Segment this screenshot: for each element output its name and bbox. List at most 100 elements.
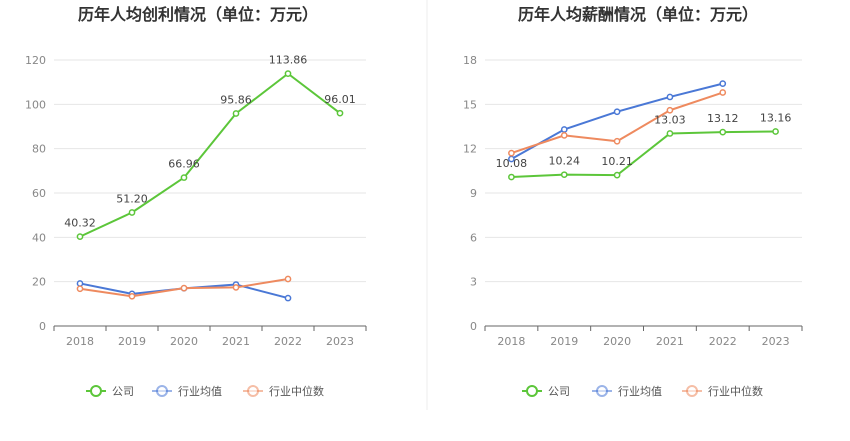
y-tick-label: 12 [463, 143, 477, 156]
data-label: 113.86 [269, 54, 308, 67]
series-line [510, 82, 723, 160]
y-tick-label: 3 [470, 276, 477, 289]
legend-swatch-marker [596, 385, 608, 397]
data-labels: 40.32 51.20 66.96 95.86 113.86 96.01 [64, 54, 356, 230]
legend-label: 行业中位数 [708, 384, 763, 398]
legend-item[interactable]: 行业中位数 [682, 384, 763, 398]
data-label: 10.24 [549, 155, 581, 168]
data-point[interactable] [128, 292, 136, 300]
axes: 0 20 40 60 80 100 120 2018 2019 2020 2021 2022 2023 [25, 54, 367, 348]
y-tick-label: 100 [25, 98, 46, 111]
data-point[interactable] [76, 280, 84, 287]
x-tick-label: 2021 [222, 335, 250, 348]
x-tick-label: 2023 [762, 335, 790, 348]
chart-title: 历年人均创利情况（单位：万元） [78, 5, 318, 24]
legend-swatch-marker [156, 385, 168, 397]
y-tick-label: 15 [463, 98, 477, 111]
data-label: 10.21 [601, 155, 633, 168]
data-label: 13.03 [654, 113, 686, 126]
data-point[interactable] [284, 275, 292, 283]
y-tick-label: 60 [32, 187, 46, 200]
legend-label: 行业均值 [618, 385, 662, 398]
x-tick-label: 2022 [709, 335, 737, 348]
y-tick-label: 20 [32, 276, 46, 289]
data-point[interactable] [284, 294, 292, 302]
data-label: 40.32 [64, 217, 96, 230]
salary-chart: 历年人均薪酬情况（单位：万元） 0 3 6 9 12 15 18 2018 2019 2020 20… [463, 5, 803, 398]
data-point[interactable] [560, 171, 568, 179]
data-point[interactable] [719, 80, 727, 87]
x-tick-label: 2018 [66, 335, 94, 348]
data-point[interactable] [232, 284, 240, 291]
legend-swatch-marker [526, 385, 538, 397]
data-point[interactable] [666, 106, 674, 114]
x-tick-label: 2019 [550, 335, 578, 348]
data-label: 13.12 [707, 112, 739, 125]
data-label: 13.16 [760, 112, 792, 125]
data-label: 95.86 [220, 94, 252, 107]
data-point[interactable] [666, 93, 674, 101]
data-point[interactable] [336, 109, 344, 117]
data-point[interactable] [666, 130, 674, 137]
legend[interactable]: 公司 行业均值 行业中位数 [522, 384, 763, 398]
x-tick-label: 2020 [603, 335, 631, 348]
grid-lines [485, 59, 802, 283]
data-point[interactable] [613, 137, 621, 145]
data-point[interactable] [76, 285, 84, 293]
data-point[interactable] [128, 209, 136, 216]
data-point[interactable] [613, 171, 621, 179]
data-point[interactable] [560, 132, 568, 139]
y-tick-label: 6 [470, 231, 477, 244]
legend-label: 行业均值 [178, 385, 222, 398]
data-point[interactable] [508, 149, 515, 157]
y-tick-label: 0 [470, 320, 477, 333]
axes: 0 3 6 9 12 15 18 2018 2019 2020 2021 2022 2023 [463, 54, 803, 348]
series-line [511, 130, 776, 179]
data-point[interactable] [76, 233, 84, 240]
x-tick-label: 2021 [656, 335, 684, 348]
y-tick-label: 9 [470, 187, 477, 200]
data-label: 96.01 [324, 93, 356, 106]
legend-label: 公司 [548, 385, 570, 398]
data-label: 66.96 [168, 158, 200, 171]
data-point[interactable] [560, 126, 568, 133]
x-tick-label: 2022 [274, 335, 302, 348]
y-tick-label: 80 [32, 143, 46, 156]
data-label: 10.08 [496, 157, 528, 170]
data-labels: 10.08 10.24 10.21 13.03 13.12 13.16 [496, 112, 792, 171]
legend-swatch-marker [247, 385, 259, 397]
legend-item[interactable]: 公司 [522, 385, 570, 398]
legend-item[interactable]: 行业中位数 [243, 384, 324, 398]
x-tick-label: 2023 [326, 335, 354, 348]
x-tick-label: 2019 [118, 335, 146, 348]
chart-title: 历年人均薪酬情况（单位：万元） [518, 5, 758, 24]
x-tick-label: 2020 [170, 335, 198, 348]
y-tick-label: 18 [463, 54, 477, 67]
grid-lines [54, 59, 366, 283]
series-lines [76, 70, 344, 302]
series-lines [508, 80, 779, 181]
data-point[interactable] [508, 173, 515, 181]
legend-swatch-marker [686, 385, 698, 397]
legend-item[interactable]: 行业均值 [592, 385, 662, 398]
legend-label: 行业中位数 [269, 384, 324, 398]
data-point[interactable] [180, 174, 188, 181]
data-point[interactable] [180, 284, 188, 292]
legend-item[interactable]: 公司 [86, 385, 134, 398]
x-tick-label: 2018 [497, 335, 525, 348]
y-tick-label: 40 [32, 231, 46, 244]
data-point[interactable] [719, 89, 727, 96]
y-tick-label: 0 [39, 320, 46, 333]
profit-chart: 历年人均创利情况（单位：万元） 0 20 40 60 80 100 120 2018 2019 2… [25, 5, 367, 398]
y-tick-label: 120 [25, 54, 46, 67]
data-point[interactable] [613, 108, 621, 116]
data-point[interactable] [772, 128, 779, 135]
legend-label: 公司 [112, 385, 134, 398]
data-point[interactable] [284, 70, 292, 77]
data-point[interactable] [232, 110, 240, 117]
legend[interactable]: 公司 行业均值 行业中位数 [86, 384, 324, 398]
data-point[interactable] [719, 128, 727, 136]
legend-item[interactable]: 行业均值 [152, 385, 222, 398]
